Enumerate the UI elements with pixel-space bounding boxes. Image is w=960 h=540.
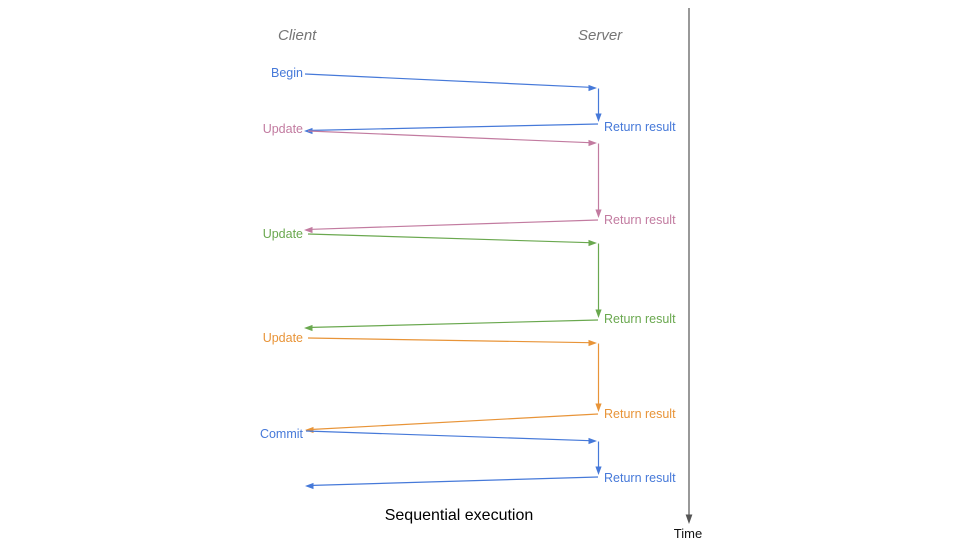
op-update1-return-arrowhead-icon [304,226,313,234]
op-commit-return-label: Return result [604,471,676,485]
op-commit-request-arrowhead-icon [588,437,597,445]
op-commit-label: Commit [260,427,304,441]
op-update1-request-line [307,130,591,144]
op-commit-return-line [312,476,599,486]
op-update1-label: Update [263,122,303,136]
op-update2-label: Update [263,227,303,241]
client-lane-header: Client [278,27,317,44]
op-begin-service-arrowhead-icon [595,113,602,122]
op-update2-return-label: Return result [604,312,676,326]
op-begin-request-arrowhead-icon [588,84,597,92]
op-update3-label: Update [263,331,303,345]
op-commit-service-arrowhead-icon [595,466,602,475]
op-commit-request-line [305,430,591,442]
op-update3-service-arrowhead-icon [595,403,602,412]
op-update2-return-line [311,319,599,328]
op-update3-return-arrowhead-icon [305,426,314,434]
time-axis-label: Time [674,526,702,540]
op-update3-request-line [307,337,591,344]
op-update2-return-arrowhead-icon [304,324,313,332]
op-begin-label: Begin [271,66,303,80]
server-lane-header: Server [578,27,623,44]
op-update1-return-line [311,219,599,230]
op-commit-return-arrowhead-icon [305,482,314,490]
op-begin-return-line [311,123,599,131]
op-update3-return-line [312,413,599,430]
op-update1-return-label: Return result [604,213,676,227]
op-begin-request-line [304,73,591,88]
op-update2-service-arrowhead-icon [595,309,602,318]
op-update2-request-arrowhead-icon [588,239,597,247]
time-axis-arrowhead-icon [685,514,693,524]
op-update2-request-line [307,233,591,244]
op-update3-request-arrowhead-icon [588,339,597,347]
op-update3-return-label: Return result [604,407,676,421]
op-begin-return-label: Return result [604,120,676,134]
diagram-title: Sequential execution [385,507,534,524]
op-update1-service-arrowhead-icon [595,209,602,218]
op-update1-request-arrowhead-icon [588,139,597,147]
